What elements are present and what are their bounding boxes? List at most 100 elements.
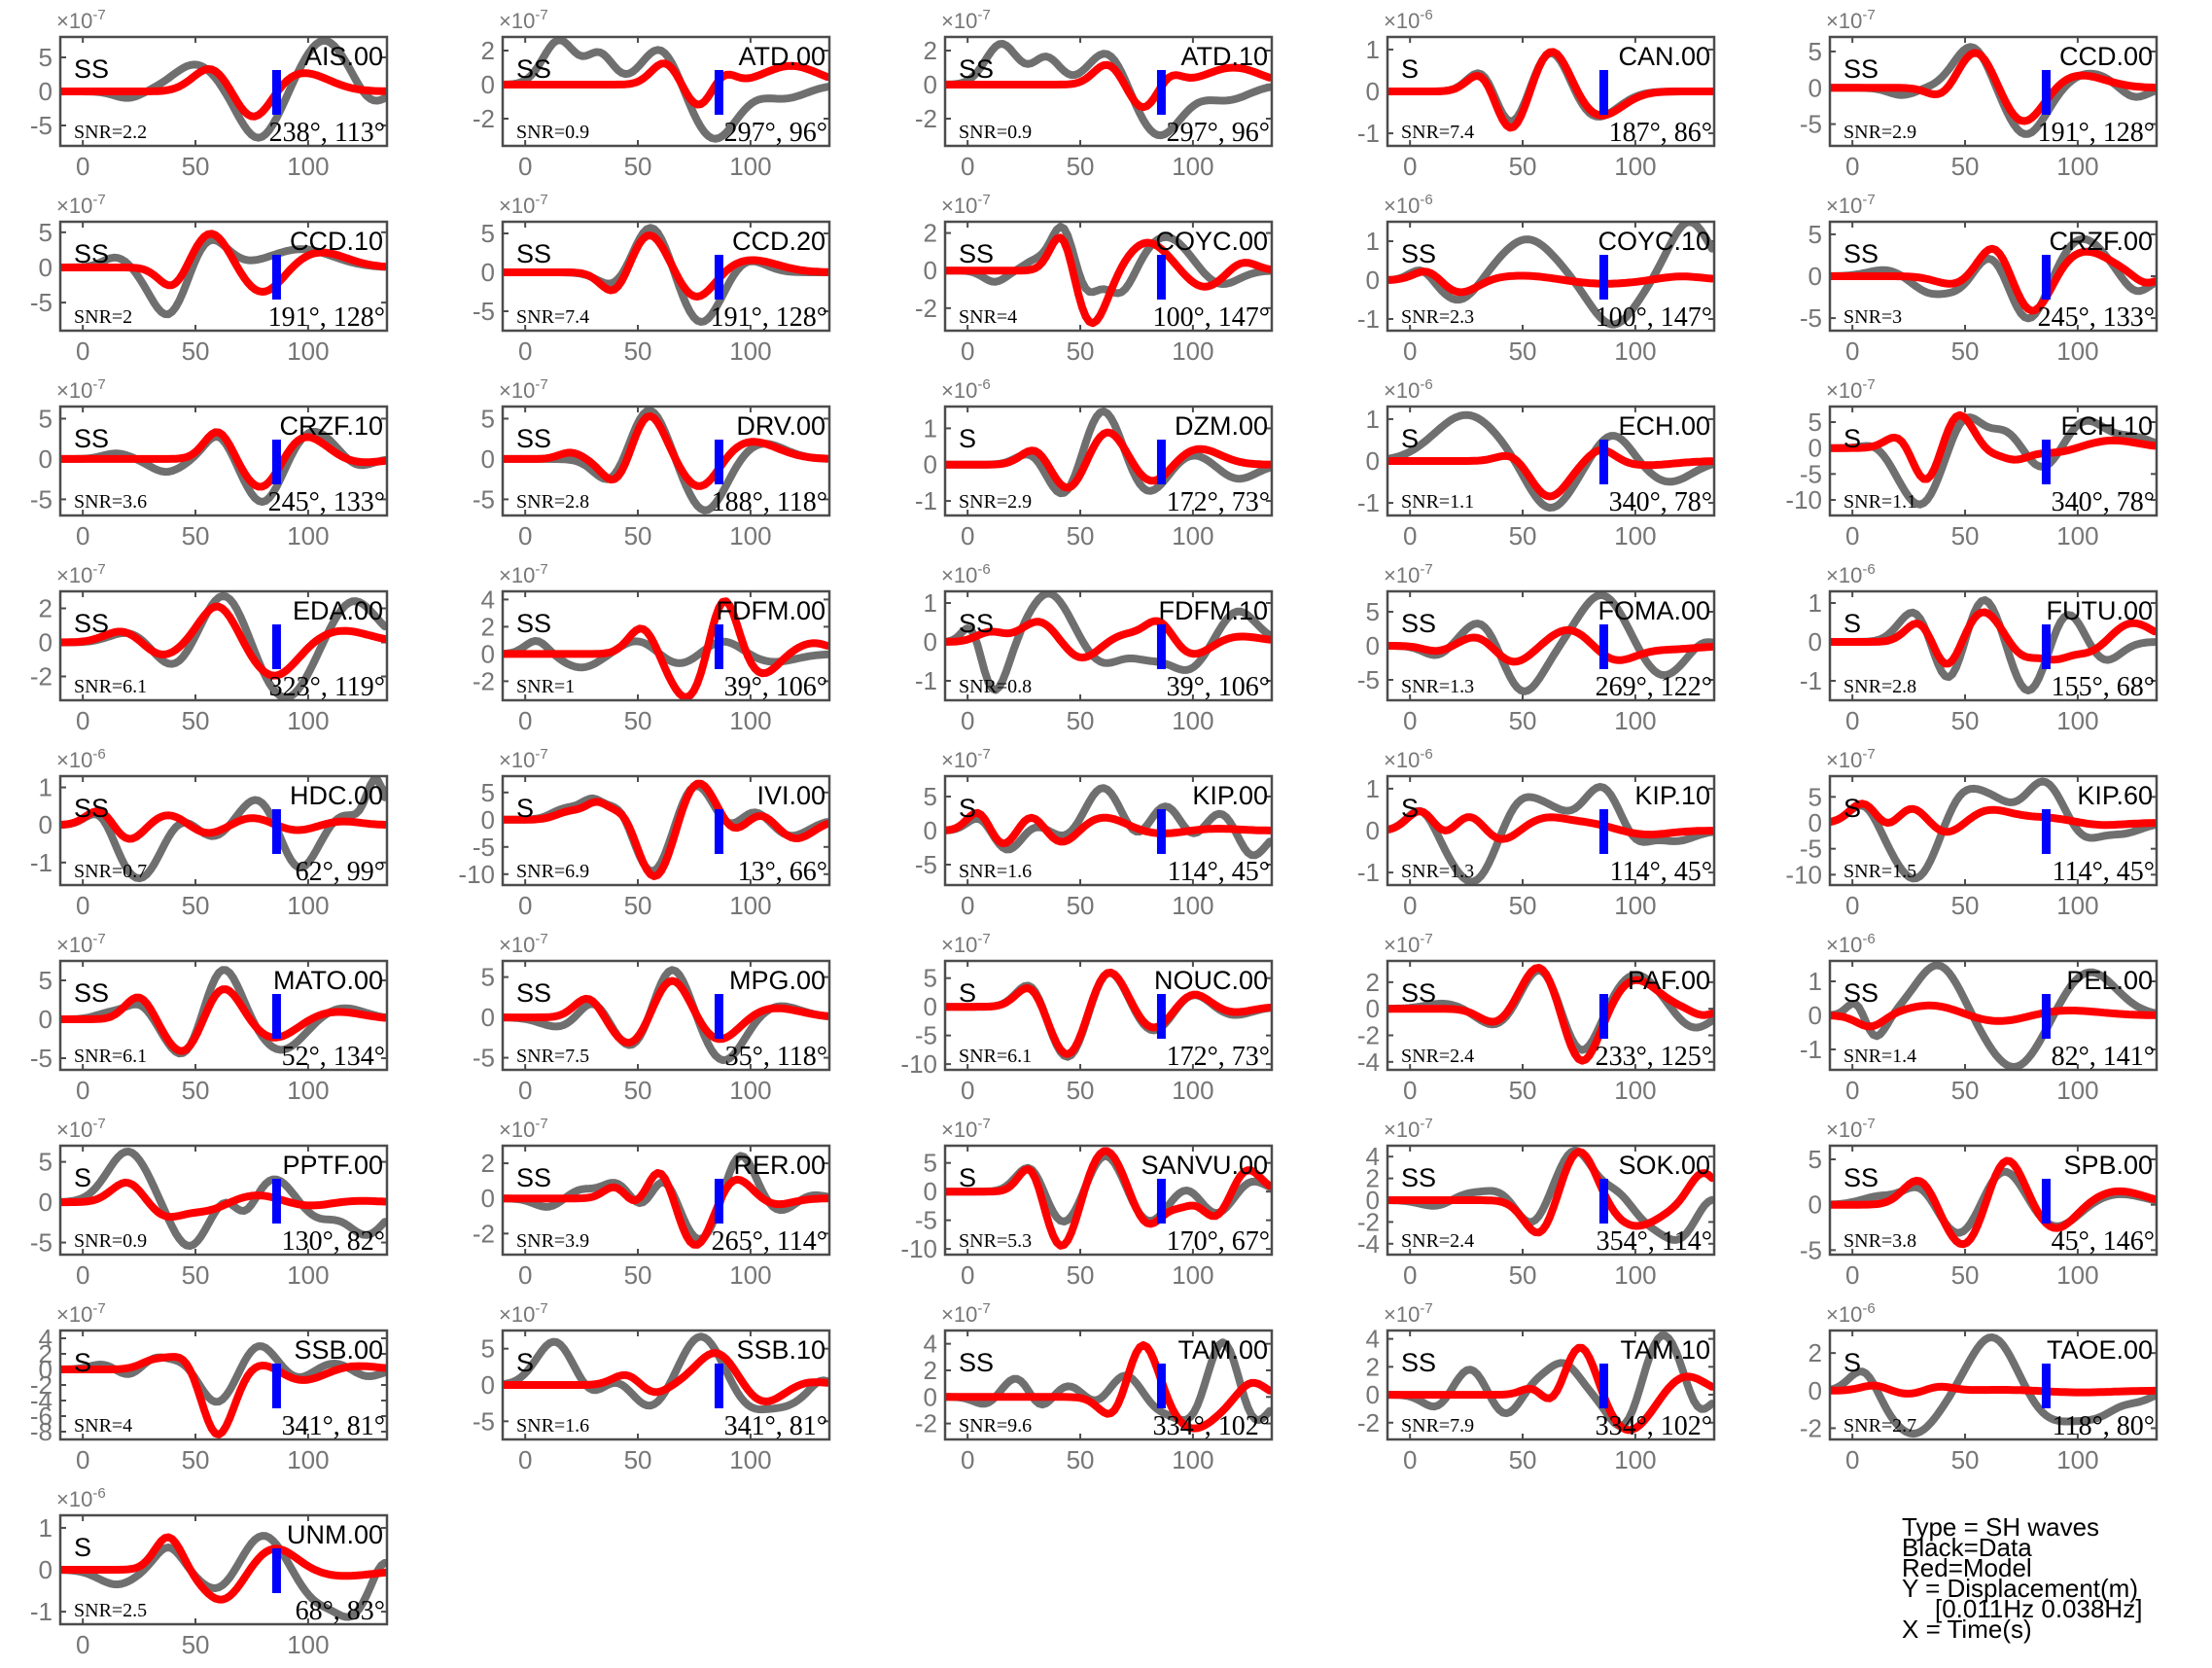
- model-trace: [1387, 807, 1714, 843]
- phase-label: SS: [516, 609, 551, 638]
- x-tick-label: 100: [729, 521, 771, 550]
- seismogram-cell-FDFM.00: ×10-7 4 2 0 -2 0 50 100 SS FDFM.00 SNR=1 39°, 106°: [442, 554, 885, 739]
- y-tick-label: 0: [481, 1003, 495, 1032]
- x-tick-label: 100: [1172, 521, 1213, 550]
- y-tick-label: -5: [915, 1021, 937, 1050]
- model-trace: [1830, 1001, 2157, 1031]
- snr-label: SNR=3.6: [74, 491, 147, 513]
- model-trace: [1830, 1381, 2157, 1398]
- y-tick-label: -1: [1357, 858, 1380, 887]
- seismogram-plot: ×10-61 0 -1 0 50 100 S FUTU.00 SNR=2.8 155°, 68°: [1800, 561, 2159, 735]
- y-tick-label: 0: [924, 627, 937, 657]
- seismogram-cell-ATD.10: ×10-7 2 0 -2 0 50 100 SS ATD.10 SNR=0.9 297°, 96°: [885, 0, 1327, 185]
- model-trace: [503, 411, 829, 490]
- x-tick-label: 0: [1845, 891, 1859, 920]
- y-axis-exponent: ×10-7: [499, 561, 548, 587]
- y-tick-label: 5: [924, 964, 937, 993]
- x-tick-label: 100: [1172, 1445, 1213, 1474]
- snr-label: SNR=5.3: [959, 1230, 1032, 1252]
- x-tick-label: 0: [518, 1076, 532, 1105]
- model-trace: [503, 976, 829, 1047]
- y-tick-label: 5: [1808, 408, 1822, 437]
- data-trace: [1387, 222, 1714, 329]
- x-tick-label: 50: [1067, 891, 1095, 920]
- x-tick-label: 0: [518, 152, 532, 181]
- y-tick-label: -2: [1357, 1020, 1380, 1049]
- seismogram-cell-TAM.00: ×10-7 4 2 0 -2 0 50 100 SS TAM.00 SNR=9.6 334°, 102…: [885, 1294, 1327, 1478]
- y-tick-label: 1: [1808, 967, 1822, 996]
- y-tick-label: 0: [39, 628, 53, 657]
- angles-label: 82°, 141°: [2052, 1042, 2155, 1072]
- data-trace: [503, 37, 829, 143]
- angles-label: 340°, 78°: [2052, 487, 2155, 517]
- data-trace: [945, 1338, 1272, 1425]
- y-tick-label: -1: [1357, 488, 1380, 517]
- y-axis-exponent: ×10-7: [56, 931, 106, 957]
- y-tick-label: -10: [900, 1049, 937, 1079]
- x-tick-label: 100: [2056, 337, 2098, 366]
- station-label: CCD.10: [290, 227, 383, 256]
- x-tick-label: 0: [1845, 1445, 1859, 1474]
- phase-label: SS: [74, 424, 109, 453]
- x-tick-label: 50: [1951, 1260, 1980, 1290]
- station-label: ECH.10: [2060, 411, 2153, 441]
- station-label: SSB.00: [294, 1335, 383, 1365]
- y-tick-label: 0: [1808, 262, 1822, 291]
- y-tick-label: 4: [1366, 1142, 1380, 1171]
- axes-frame: [501, 405, 831, 517]
- y-tick-label: -5: [473, 297, 495, 326]
- snr-label: SNR=1.1: [1401, 491, 1474, 513]
- seismogram-plot: ×10-72 0 -2 0 50 100 SS ATD.10 SNR=0.9 297°, 96°: [915, 7, 1274, 181]
- x-tick-label: 100: [729, 1260, 771, 1290]
- x-tick-label: 50: [182, 706, 210, 735]
- seismogram-cell-KIP.10: ×10-6 1 0 -1 0 50 100 S KIP.10 SNR=1.3 114°, 45°: [1327, 739, 1770, 924]
- model-trace: [945, 617, 1272, 662]
- x-tick-label: 50: [1509, 337, 1537, 366]
- station-label: SANVU.00: [1141, 1151, 1268, 1180]
- angles-label: 265°, 114°: [712, 1226, 827, 1257]
- y-tick-label: -5: [1800, 834, 1822, 864]
- x-tick-label: 100: [287, 706, 329, 735]
- x-tick-label: 100: [287, 1260, 329, 1290]
- snr-label: SNR=1.3: [1401, 861, 1474, 882]
- axes-frame: [1386, 220, 1716, 333]
- axes-frame: [1386, 35, 1716, 148]
- seismogram-cell-MATO.00: ×10-7 5 0 -5 0 50 100 SS MATO.00 SNR=6.1 52°, 134°: [0, 924, 442, 1109]
- seismogram-cell-FUTU.00: ×10-6 1 0 -1 0 50 100 S FUTU.00 SNR=2.8 155°, 68°: [1770, 554, 2212, 739]
- y-axis-exponent: ×10-7: [56, 1300, 106, 1327]
- axes-frame: [501, 959, 831, 1072]
- phase-label: S: [74, 1163, 91, 1192]
- angles-label: 114°, 45°: [1610, 857, 1712, 887]
- x-tick-label: 0: [1845, 706, 1859, 735]
- y-tick-label: 4: [481, 585, 495, 614]
- model-trace: [1387, 48, 1714, 132]
- y-tick-label: 5: [1808, 1145, 1822, 1174]
- x-tick-label: 50: [1509, 1076, 1537, 1105]
- station-label: KIP.10: [1634, 781, 1710, 810]
- y-tick-label: 2: [39, 594, 53, 623]
- phase-label: SS: [1401, 609, 1436, 638]
- station-label: MATO.00: [273, 966, 383, 995]
- y-tick-label: -2: [1357, 1408, 1380, 1437]
- x-tick-label: 50: [1067, 521, 1095, 550]
- y-tick-label: -2: [915, 104, 937, 133]
- x-tick-label: 50: [182, 1076, 210, 1105]
- snr-label: SNR=1.5: [1843, 861, 1916, 882]
- axes-frame: [1828, 959, 2159, 1072]
- legend-line-black: Black=Data: [1902, 1533, 2032, 1562]
- x-tick-label: 0: [518, 337, 532, 366]
- x-tick-label: 100: [1614, 521, 1656, 550]
- y-axis-exponent: ×10-7: [1826, 376, 1876, 403]
- axes-frame: [58, 35, 389, 148]
- x-tick-label: 50: [624, 1076, 652, 1105]
- y-tick-label: -2: [473, 666, 495, 695]
- x-tick-label: 50: [1067, 337, 1095, 366]
- seismogram-cell-CRZF.00: ×10-7 5 0 -5 0 50 100 SS CRZF.00 SNR=3 245°, 133°: [1770, 185, 2212, 370]
- axes-frame: [943, 35, 1274, 148]
- x-tick-label: 100: [1172, 706, 1213, 735]
- x-tick-label: 100: [2056, 1076, 2098, 1105]
